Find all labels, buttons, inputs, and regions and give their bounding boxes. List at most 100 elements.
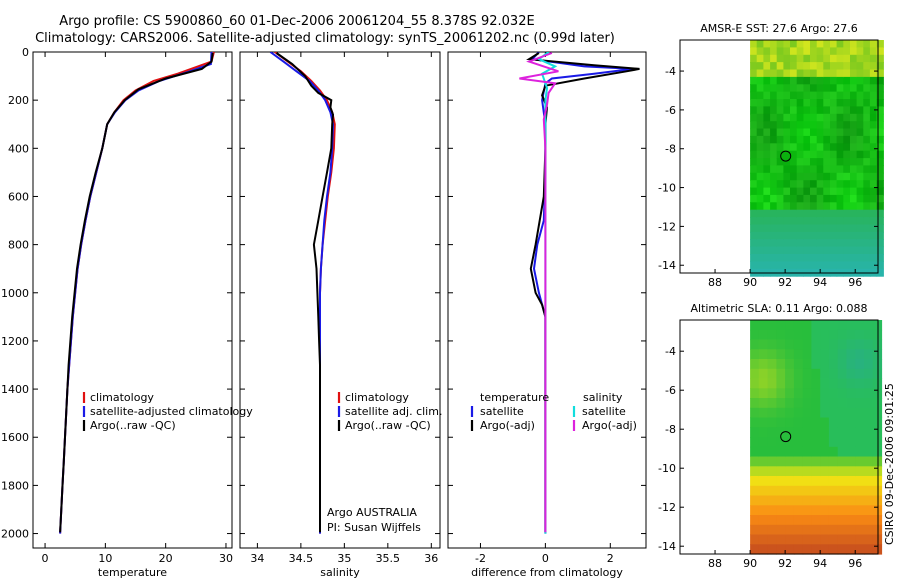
sst_map-cell: [876, 209, 884, 218]
sst_map-cell: [790, 69, 798, 78]
sst_map-cell: [850, 47, 858, 56]
sla_map-cell: [767, 446, 777, 458]
sla_map-cell: [864, 329, 874, 341]
sst_map-cell: [876, 40, 884, 48]
sst_map-cell: [763, 180, 771, 189]
sst_map-cell: [836, 246, 844, 255]
sst_map-cell: [783, 254, 791, 262]
sst_map-cell: [816, 106, 824, 115]
sst_map-cell: [869, 113, 878, 122]
sst_map-cell: [843, 47, 851, 56]
sst_map-cell: [803, 106, 811, 115]
sst_map-cell: [869, 180, 878, 189]
temperature-series-argo-line: [59, 52, 214, 533]
depth-tick-label: 1800: [1, 479, 29, 492]
sst_map-cell: [770, 187, 778, 196]
sst_map-cell: [810, 128, 818, 137]
sla_map-cell: [828, 378, 839, 389]
sla_map-xtick-label: 92: [778, 557, 792, 570]
sst_map-cell: [803, 54, 811, 63]
sst_map-cell: [790, 128, 798, 137]
sla_map-cell: [811, 515, 821, 526]
sst_map-cell: [876, 224, 884, 233]
sla_map-cell: [750, 437, 760, 448]
sst_map-cell: [830, 106, 838, 115]
sst_map-cell: [876, 128, 884, 137]
sst_map-cell: [876, 246, 884, 255]
sla_map-cell: [820, 388, 830, 399]
sst_map-cell: [856, 91, 864, 100]
sst_map-cell: [876, 187, 884, 196]
sla_map-cell: [785, 378, 795, 389]
sst_map-cell: [843, 172, 851, 181]
sla_map-cell: [846, 339, 856, 350]
sst_map-cell: [763, 209, 771, 218]
sla_map-cell: [776, 329, 786, 341]
sst_map-cell: [783, 121, 791, 130]
sst_map-cell: [856, 150, 864, 159]
sst_map-cell: [843, 113, 851, 122]
sst_map-cell: [756, 76, 764, 85]
sst_map-cell: [770, 99, 778, 107]
sst_map-cell: [756, 128, 764, 137]
sst_map-cell: [830, 99, 838, 107]
sla_map-cell: [776, 339, 786, 350]
sla_map-cell: [846, 437, 856, 448]
sst_map-cell: [796, 113, 804, 122]
sla_map-cell: [811, 398, 821, 409]
sla_map-cell: [776, 388, 786, 399]
sst_map-cell: [750, 69, 758, 78]
sst_map-cell: [763, 121, 771, 130]
sst_map-xtick-label: 92: [778, 276, 792, 289]
sla_map-cell: [793, 427, 804, 438]
sst_map-cell: [790, 254, 798, 262]
sla_map-cell: [785, 515, 795, 526]
sla_map-cell: [793, 524, 804, 536]
sst_map-cell: [816, 84, 824, 93]
sst_map-cell: [790, 187, 798, 196]
sla_map-cell: [750, 407, 760, 419]
difference-xtick-label: -2: [475, 552, 486, 565]
sla_map-cell: [750, 515, 760, 526]
sla_map-cell: [802, 320, 813, 331]
sst_map-cell: [850, 113, 858, 122]
sla_map-cell: [767, 524, 777, 536]
sst_map-cell: [803, 69, 811, 78]
sla_map-cell: [872, 534, 883, 545]
sla_map-cell: [872, 349, 883, 360]
sla_map-cell: [785, 476, 795, 487]
figure-title-line2: Climatology: CARS2006. Satellite-adjuste…: [35, 31, 615, 46]
sst_map-cell: [856, 187, 864, 196]
sst_map-cell: [863, 172, 871, 181]
sst_map-cell: [796, 143, 804, 152]
sla_map-cell: [776, 437, 786, 448]
sst_map-cell: [763, 113, 771, 122]
sst_map-cell: [810, 62, 818, 71]
sst_map-cell: [756, 62, 764, 71]
sst_map-cell: [776, 135, 784, 144]
sla_map-panel: Altimetric SLA: 0.11 Argo: 0.088 88 90 92 94…: [658, 302, 883, 570]
sla_map-argo-marker: [780, 431, 792, 443]
sst_map-cell: [830, 231, 838, 240]
sst_map-cell: [796, 54, 804, 63]
sst_map-cell: [830, 224, 838, 233]
sst_map-cell: [823, 165, 831, 174]
sst_map-cell: [876, 239, 884, 248]
sst_map-cell: [796, 194, 804, 203]
sla_map-cell: [758, 320, 769, 331]
sst_map-cell: [790, 224, 798, 233]
sst_map-cell: [790, 54, 798, 63]
sst_map-cell: [790, 172, 798, 181]
sla_map-cell: [828, 339, 839, 350]
sla_map-cell: [785, 339, 795, 350]
sst_map-cell: [796, 217, 804, 226]
sla_map-cell: [793, 329, 804, 341]
sla_map-cell: [785, 388, 795, 399]
sst_map-cell: [830, 69, 838, 78]
sst_map-cell: [843, 261, 851, 270]
sst_map-cell: [756, 187, 764, 196]
sst_map-cell: [856, 69, 864, 78]
sst_map-cell: [816, 113, 824, 122]
sla_map-cell: [846, 329, 856, 341]
sla_map-cell: [758, 446, 769, 458]
